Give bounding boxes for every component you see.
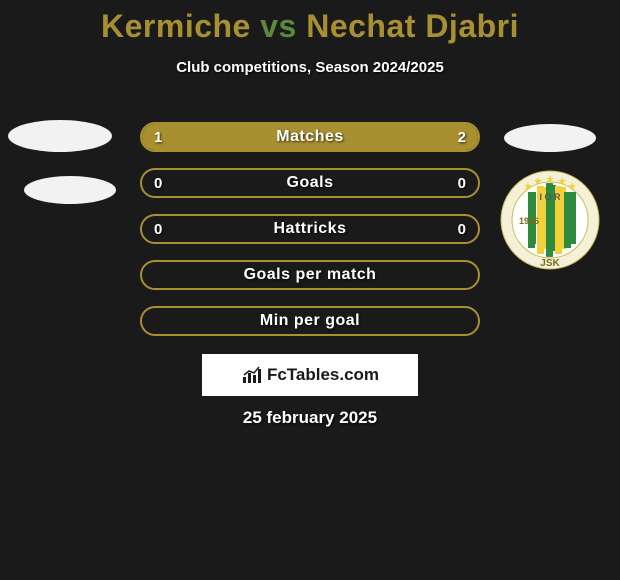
title-left: Kermiche [101,8,251,44]
stat-value-right: 0 [458,170,466,196]
stat-label: Hattricks [142,216,478,242]
stats-container: Matches12Goals00Hattricks00Goals per mat… [140,122,480,352]
player-left-club-logo-1 [8,120,112,152]
stat-value-left: 0 [154,216,162,242]
player-right-club-logo-1 [504,124,596,152]
player-right-club-logo-2: 1946 I O R JSK [500,170,600,270]
stat-row: Matches1 2 [140,122,480,152]
stat-row: Goals per match [140,260,480,290]
brand-box[interactable]: FcTables.com [202,354,418,396]
badge-top-initials: I O R [539,192,561,202]
title-right: Nechat Djabri [306,8,519,44]
stat-row: Min per goal [140,306,480,336]
stat-value-left: 1 [154,124,162,150]
brand-text: FcTables.com [267,365,379,385]
title-vs: vs [260,8,297,44]
stat-label: Matches [142,124,478,150]
subtitle: Club competitions, Season 2024/2025 [0,59,620,76]
badge-bottom-initials: JSK [540,258,560,269]
stat-value-left: 0 [154,170,162,196]
stat-row: Goals0 0 [140,168,480,198]
stat-value-right: 2 [458,124,466,150]
badge-year: 1946 [519,216,539,226]
stat-label: Min per goal [142,308,478,334]
stat-label: Goals [142,170,478,196]
player-left-club-logo-2 [24,176,116,204]
page-title: Kermiche vs Nechat Djabri [0,0,620,45]
date-text: 25 february 2025 [0,408,620,428]
brand-chart-icon [241,365,263,385]
stat-row: Hattricks0 0 [140,214,480,244]
stat-label: Goals per match [142,262,478,288]
stat-value-right: 0 [458,216,466,242]
